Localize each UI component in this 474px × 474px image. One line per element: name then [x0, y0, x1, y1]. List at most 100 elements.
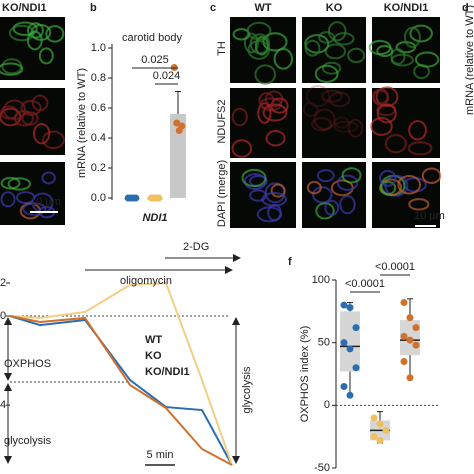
bar [170, 114, 186, 198]
y-tick-label: 100 [312, 274, 330, 286]
cell [379, 180, 397, 196]
cell [390, 48, 406, 65]
dot [400, 357, 408, 365]
legend-entry: WT [145, 334, 162, 346]
annotation: OXPHOS [4, 358, 51, 370]
cell [397, 175, 422, 195]
dot [382, 426, 390, 434]
line [9, 281, 233, 466]
y-tick-label: 0 [324, 399, 330, 411]
significance: 0.024 [153, 70, 181, 82]
chart-title: carotid body [122, 32, 182, 44]
annotation: glycolysis [4, 435, 52, 447]
dot [376, 436, 384, 444]
cell [408, 120, 427, 141]
cell [2, 99, 27, 121]
column-header: KO/NDI1 [384, 2, 429, 14]
cell [311, 117, 333, 132]
panel-a-title: KO/NDI1 [2, 2, 47, 14]
cell [312, 186, 333, 204]
micrograph [372, 17, 440, 83]
cell [324, 199, 340, 216]
cell [254, 64, 277, 85]
cell [305, 85, 331, 108]
dot [406, 314, 414, 322]
dot [400, 299, 408, 307]
dot [155, 194, 163, 202]
cell [262, 103, 288, 122]
significance: <0.0001 [375, 261, 415, 273]
micrograph [372, 88, 440, 158]
y-tick-label: 0.2 [91, 162, 106, 174]
y-tick-label: 2 [0, 277, 6, 289]
dot [412, 324, 420, 332]
cell [304, 39, 321, 57]
cell [258, 92, 275, 110]
cell [38, 47, 54, 65]
row-label: TH [216, 41, 228, 56]
cell [270, 183, 286, 198]
cell [347, 47, 366, 64]
cell [316, 169, 335, 183]
cell [231, 139, 253, 158]
micrograph [302, 17, 366, 83]
cell [0, 105, 19, 120]
cell [0, 62, 24, 76]
micrograph [302, 162, 366, 228]
cell [318, 31, 335, 44]
panel-label: d [462, 2, 469, 14]
cell [231, 107, 248, 127]
scale-label: 10 µm [414, 210, 445, 222]
dot [406, 374, 414, 382]
cell [334, 116, 350, 129]
significance: <0.0001 [345, 278, 385, 290]
y-tick-label: 0.6 [91, 102, 106, 114]
treatment-label: 2-DG [183, 241, 209, 253]
cell [33, 122, 51, 145]
significance: 0.025 [141, 54, 169, 66]
cell [41, 130, 65, 150]
cell [22, 202, 47, 216]
cell [243, 32, 259, 54]
cell [321, 89, 343, 103]
cell [241, 168, 267, 188]
cell [12, 21, 38, 36]
axis-label: mRNA (relative to WT) [76, 68, 88, 178]
treatment-label: oligomycin [120, 275, 172, 287]
axis-label: OXPHOS index (%) [299, 326, 311, 423]
cell [328, 91, 351, 108]
dot [346, 391, 354, 399]
y-tick-label: 1.0 [91, 42, 106, 54]
y-tick-label: 0 [0, 310, 6, 322]
dot [340, 339, 348, 347]
cell [408, 198, 430, 211]
cell [327, 21, 347, 42]
column-header: WT [254, 2, 271, 14]
cell [256, 206, 283, 223]
cell [407, 141, 433, 156]
x-label: NDI1 [142, 212, 167, 224]
cell [339, 195, 356, 215]
micrograph [302, 88, 366, 158]
cell [7, 177, 32, 191]
y-tick-label: 4 [0, 399, 6, 411]
panel-label: f [288, 256, 292, 268]
cell [376, 44, 394, 57]
scale-label: 10 µm [30, 196, 61, 208]
row-label: DAPI (merge) [216, 160, 228, 227]
cell [370, 116, 393, 136]
dot [412, 341, 420, 349]
line [9, 315, 233, 466]
cell [0, 176, 21, 190]
cell [409, 24, 433, 43]
scale-label: 5 min [147, 449, 174, 461]
cell [265, 130, 286, 147]
legend-entry: KO/NDI1 [145, 366, 190, 378]
cell [379, 169, 397, 187]
cell [306, 180, 322, 195]
dot [352, 324, 360, 332]
cell [315, 202, 335, 220]
cell [336, 174, 359, 191]
cell [376, 103, 397, 124]
